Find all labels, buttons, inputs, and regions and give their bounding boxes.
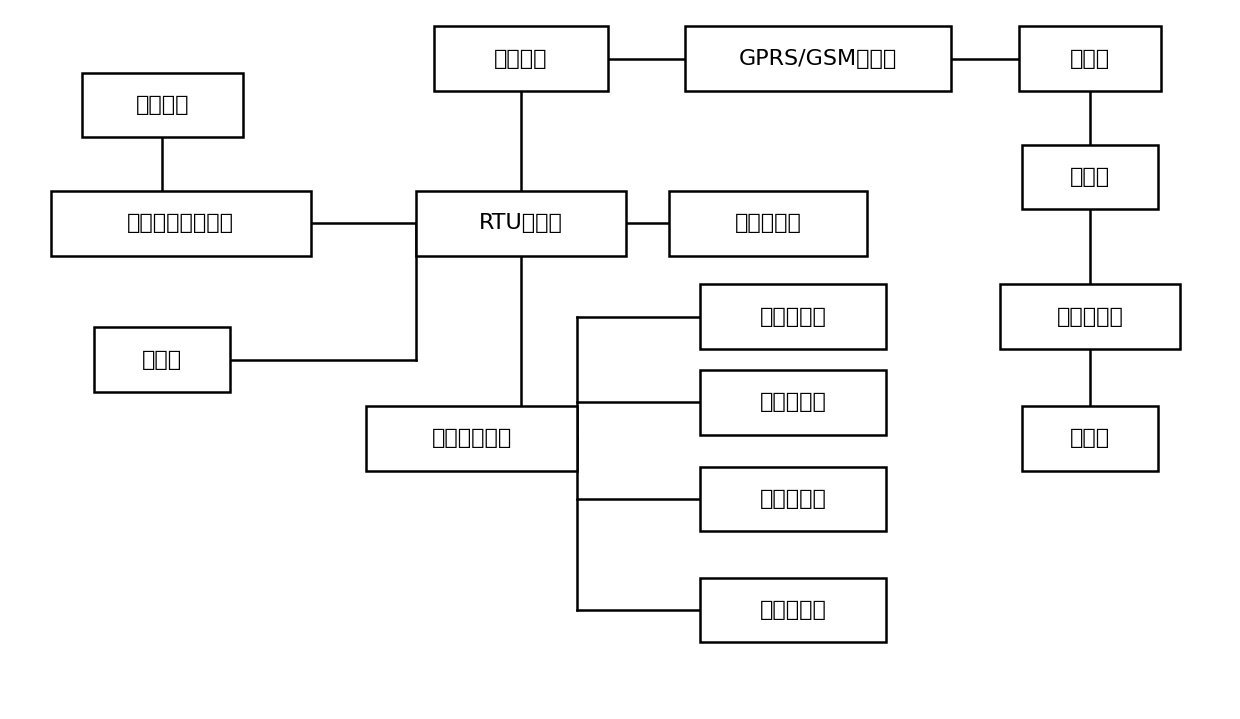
Text: 太阳能充电控制器: 太阳能充电控制器 xyxy=(128,214,234,234)
FancyBboxPatch shape xyxy=(1022,406,1158,470)
FancyBboxPatch shape xyxy=(415,191,626,256)
FancyBboxPatch shape xyxy=(701,467,887,531)
FancyBboxPatch shape xyxy=(1001,284,1179,349)
Text: RTU控制器: RTU控制器 xyxy=(479,214,563,234)
Text: 防水信号电缆: 防水信号电缆 xyxy=(432,429,512,448)
FancyBboxPatch shape xyxy=(366,406,577,470)
Text: 应用计算机: 应用计算机 xyxy=(1056,306,1123,326)
FancyBboxPatch shape xyxy=(701,370,887,435)
FancyBboxPatch shape xyxy=(82,73,243,137)
FancyBboxPatch shape xyxy=(684,27,951,91)
FancyBboxPatch shape xyxy=(701,284,887,349)
Text: 水温传感器: 水温传感器 xyxy=(760,489,827,509)
FancyBboxPatch shape xyxy=(94,327,231,392)
FancyBboxPatch shape xyxy=(51,191,311,256)
FancyBboxPatch shape xyxy=(670,191,868,256)
Text: 警示信号灯: 警示信号灯 xyxy=(735,214,802,234)
FancyBboxPatch shape xyxy=(701,578,887,642)
Text: 水温传感器: 水温传感器 xyxy=(760,393,827,413)
FancyBboxPatch shape xyxy=(434,27,608,91)
Text: 通信设备: 通信设备 xyxy=(495,49,548,69)
Text: 蓄电池: 蓄电池 xyxy=(143,349,182,370)
FancyBboxPatch shape xyxy=(1019,27,1162,91)
Text: 水温传感器: 水温传感器 xyxy=(760,600,827,620)
Text: 数据库: 数据库 xyxy=(1070,429,1110,448)
FancyBboxPatch shape xyxy=(1022,145,1158,209)
Text: GPRS/GSM通讯机: GPRS/GSM通讯机 xyxy=(739,49,897,69)
Text: 水温传感器: 水温传感器 xyxy=(760,306,827,326)
Text: 太阳能板: 太阳能板 xyxy=(135,95,188,115)
Text: 防火墙: 防火墙 xyxy=(1070,49,1110,69)
Text: 交换机: 交换机 xyxy=(1070,167,1110,187)
